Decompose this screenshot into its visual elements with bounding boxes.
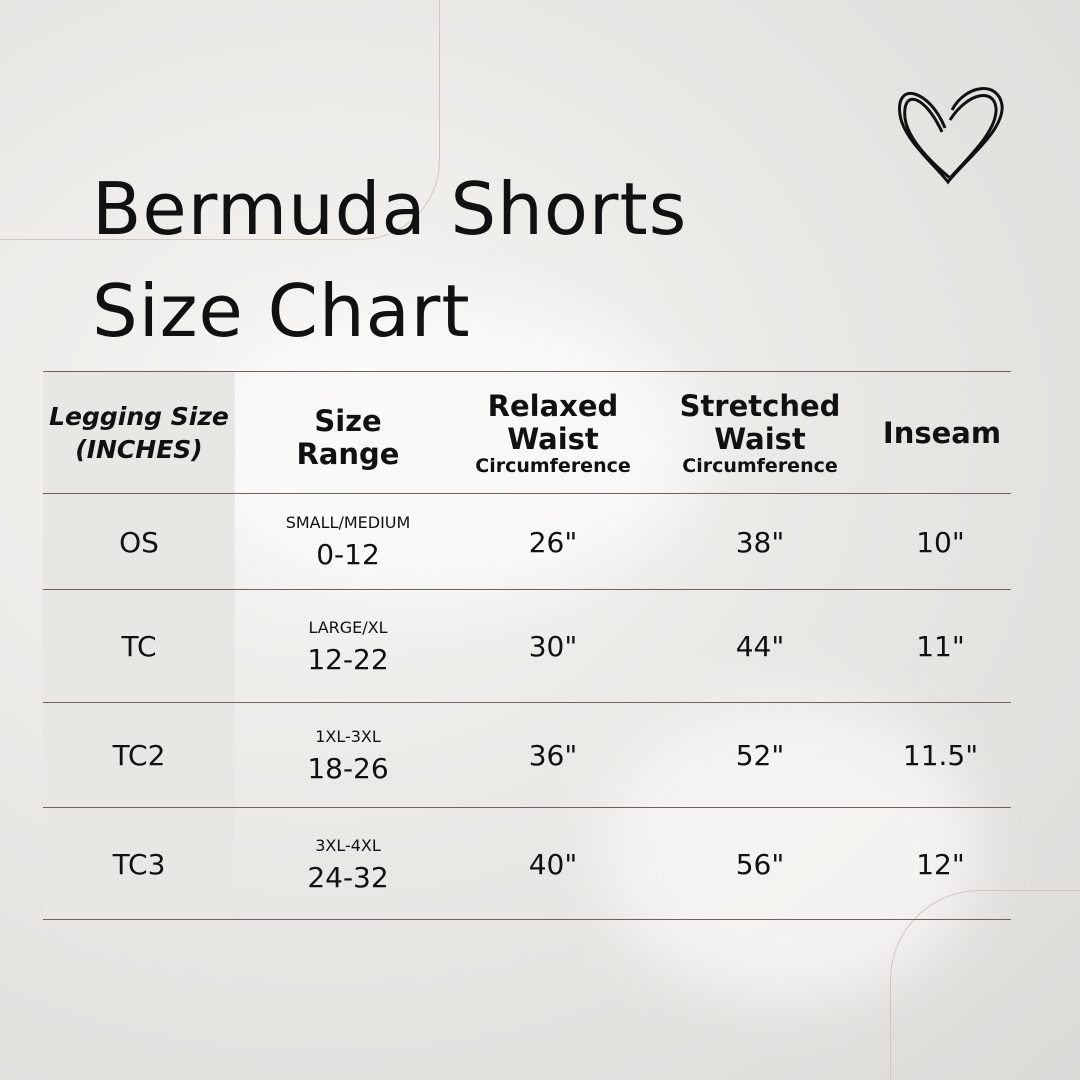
table-row: OS SMALL/MEDIUM 0-12 26" 38" 10" xyxy=(43,493,1011,590)
header-subtext: Circumference xyxy=(682,455,838,477)
table-bottom-border xyxy=(43,919,1011,920)
cell-stretched: 38" xyxy=(660,494,860,590)
cell-range: LARGE/XL 12-22 xyxy=(248,590,448,703)
size-column-background xyxy=(43,371,235,920)
relaxed-waist-value: 30" xyxy=(528,630,578,663)
range-label: 1XL-3XL xyxy=(315,726,381,746)
header-legging-size: Legging Size (INCHES) xyxy=(43,372,235,494)
range-value: 24-32 xyxy=(307,860,389,894)
cell-relaxed: 26" xyxy=(453,494,653,590)
header-text: Size xyxy=(314,404,382,438)
page-title: Bermuda Shorts Size Chart xyxy=(92,158,687,362)
cell-size: TC2 xyxy=(43,703,235,808)
range-label: SMALL/MEDIUM xyxy=(285,513,411,532)
range-label: 3XL-4XL xyxy=(315,835,381,855)
cell-size: TC3 xyxy=(43,808,235,921)
inseam-value: 11" xyxy=(916,630,965,663)
header-text: Stretched xyxy=(679,389,841,423)
size-value: OS xyxy=(119,525,159,559)
stretched-waist-value: 56" xyxy=(735,848,785,881)
header-text: Waist xyxy=(507,422,599,456)
cell-range: 3XL-4XL 24-32 xyxy=(248,808,448,921)
header-subtext: Circumference xyxy=(475,455,631,477)
cell-stretched: 56" xyxy=(660,808,860,921)
cell-stretched: 44" xyxy=(660,590,860,703)
stretched-waist-value: 44" xyxy=(735,630,785,663)
cell-relaxed: 40" xyxy=(453,808,653,921)
cell-relaxed: 36" xyxy=(453,703,653,808)
table-row: TC3 3XL-4XL 24-32 40" 56" 12" xyxy=(43,807,1011,921)
cell-inseam: 11.5" xyxy=(873,703,1008,808)
relaxed-waist-value: 26" xyxy=(528,525,578,559)
relaxed-waist-value: 40" xyxy=(528,848,578,881)
cell-range: SMALL/MEDIUM 0-12 xyxy=(248,494,448,590)
header-text: Range xyxy=(296,437,400,471)
decorative-frame xyxy=(890,890,1080,1080)
cell-range: 1XL-3XL 18-26 xyxy=(248,703,448,808)
stretched-waist-value: 38" xyxy=(735,525,785,559)
heart-icon xyxy=(898,87,1004,185)
inseam-value: 12" xyxy=(916,848,965,881)
background-texture xyxy=(200,300,700,600)
decorative-frame xyxy=(0,0,440,240)
range-label: LARGE/XL xyxy=(308,617,388,637)
size-value: TC2 xyxy=(112,739,166,772)
cell-inseam: 10" xyxy=(873,494,1008,590)
range-value: 18-26 xyxy=(307,751,389,785)
cell-size: OS xyxy=(43,494,235,590)
title-line-2: Size Chart xyxy=(92,269,471,353)
stretched-waist-value: 52" xyxy=(735,739,785,772)
header-text: (INCHES) xyxy=(75,435,203,464)
cell-inseam: 11" xyxy=(873,590,1008,703)
inseam-value: 10" xyxy=(916,525,965,559)
header-text: Legging Size xyxy=(49,402,229,431)
cell-size: TC xyxy=(43,590,235,703)
table-row: TC LARGE/XL 12-22 30" 44" 11" xyxy=(43,589,1011,703)
size-value: TC xyxy=(121,630,157,663)
inseam-value: 11.5" xyxy=(902,739,979,772)
cell-stretched: 52" xyxy=(660,703,860,808)
header-text: Relaxed xyxy=(487,389,619,423)
header-text: Waist xyxy=(714,422,806,456)
cell-inseam: 12" xyxy=(873,808,1008,921)
relaxed-waist-value: 36" xyxy=(528,739,578,772)
cell-relaxed: 30" xyxy=(453,590,653,703)
size-value: TC3 xyxy=(112,848,166,881)
header-size-range: Size Range xyxy=(248,372,448,494)
header-stretched-waist: Stretched Waist Circumference xyxy=(660,372,860,494)
header-relaxed-waist: Relaxed Waist Circumference xyxy=(453,372,653,494)
header-text: Inseam xyxy=(882,415,1002,450)
header-inseam: Inseam xyxy=(873,372,1011,494)
table-header-row: Legging Size (INCHES) Size Range Relaxed… xyxy=(43,371,1011,494)
table-row: TC2 1XL-3XL 18-26 36" 52" 11.5" xyxy=(43,702,1011,808)
range-value: 12-22 xyxy=(307,642,389,676)
title-line-1: Bermuda Shorts xyxy=(92,167,688,251)
range-value: 0-12 xyxy=(316,538,380,571)
